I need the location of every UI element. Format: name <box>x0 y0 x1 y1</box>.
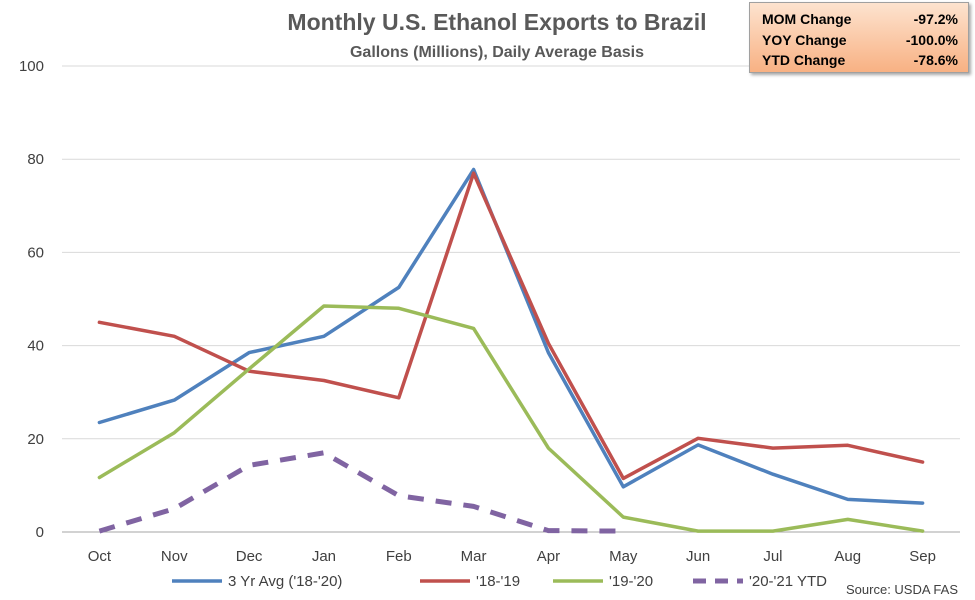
x-tick-label: Oct <box>88 548 112 565</box>
y-tick-label: 60 <box>27 244 44 261</box>
y-tick-label: 0 <box>36 524 44 541</box>
series-line-3 <box>98 450 624 534</box>
stat-value: -100.0% <box>905 31 958 48</box>
x-tick-label: May <box>609 548 638 565</box>
gridlines <box>62 65 960 533</box>
stat-value: -78.6% <box>913 52 958 68</box>
stat-label: YTD Change <box>762 52 846 68</box>
change-stats-box: MOM Change -97.2% YOY Change -100.0% YTD… <box>749 2 969 73</box>
y-tick-label: 40 <box>27 338 44 355</box>
x-axis-ticks: Oct Nov Dec Jan Feb Mar Apr May Jun Jul Aug Sep <box>88 548 936 565</box>
x-tick-label: Jan <box>312 548 336 565</box>
legend-label-1: '18-'19 <box>476 573 520 590</box>
x-tick-label: Jun <box>686 548 710 565</box>
legend-label-3: '20-'21 YTD <box>749 573 827 590</box>
x-tick-label: Mar <box>461 548 487 565</box>
chart-title: Monthly U.S. Ethanol Exports to Brazil <box>287 9 706 35</box>
x-tick-label: Aug <box>834 548 861 565</box>
y-tick-label: 20 <box>27 431 44 448</box>
stat-value: -97.2% <box>913 11 958 27</box>
stat-label: MOM Change <box>762 11 852 27</box>
y-tick-label: 80 <box>27 151 44 168</box>
legend-label-0: 3 Yr Avg ('18-'20) <box>228 573 342 590</box>
series-line-0 <box>97 167 925 505</box>
x-tick-label: Apr <box>537 548 560 565</box>
x-tick-label: Dec <box>236 548 263 565</box>
legend-label-2: '19-'20 <box>609 573 653 590</box>
series-lines <box>97 167 925 534</box>
x-tick-label: Sep <box>909 548 936 565</box>
x-tick-label: Jul <box>763 548 782 565</box>
stat-label: YOY Change <box>762 31 847 48</box>
x-tick-label: Nov <box>161 548 188 565</box>
stat-row-ytd: YTD Change -78.6% <box>762 50 958 71</box>
source-note: Source: USDA FAS <box>846 582 958 597</box>
y-tick-label: 100 <box>19 58 44 75</box>
stat-row-yoy: YOY Change -100.0% <box>762 30 958 51</box>
series-line-1 <box>97 171 925 481</box>
x-tick-label: Feb <box>386 548 412 565</box>
stat-row-mom: MOM Change -97.2% <box>762 9 958 30</box>
y-axis-ticks: 0 20 40 60 80 100 <box>19 58 44 541</box>
chart-subtitle: Gallons (Millions), Daily Average Basis <box>350 44 644 61</box>
legend: 3 Yr Avg ('18-'20) '18-'19 '19-'20 '20-'21 … <box>172 573 827 590</box>
series-line-2 <box>97 304 925 533</box>
